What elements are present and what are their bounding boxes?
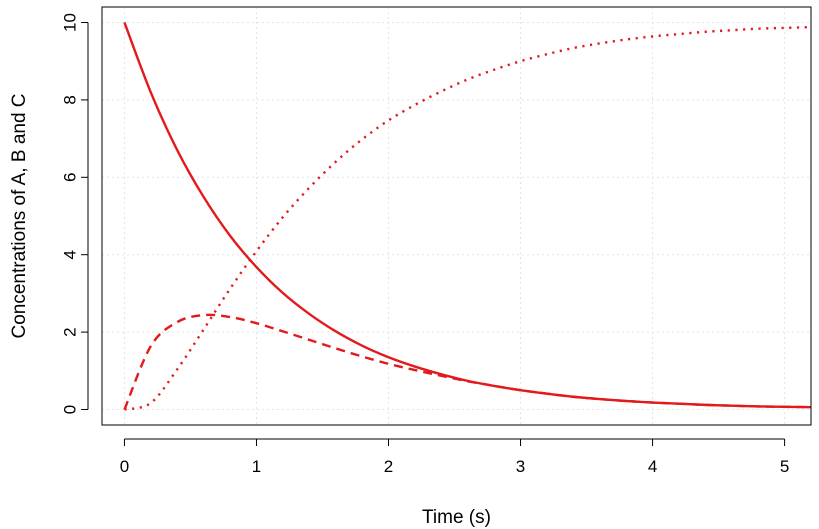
y-tick-label-3: 6	[60, 173, 79, 182]
x-tick-label-4: 4	[648, 457, 657, 476]
plot-area-border	[101, 6, 812, 426]
y-tick-label-1: 2	[60, 327, 79, 336]
x-tick-label-1: 1	[252, 457, 261, 476]
x-tick-label-2: 2	[384, 457, 393, 476]
x-axis: 0 1 2 3 4 5	[120, 438, 789, 476]
series-a-line	[123, 22, 812, 409]
series-b-line	[123, 313, 812, 410]
y-tick-label-4: 8	[60, 95, 79, 104]
y-tick-label-2: 4	[60, 250, 79, 259]
x-tick-label-3: 3	[516, 457, 525, 476]
series-layer	[123, 22, 812, 411]
grid	[102, 7, 811, 425]
x-tick-label-5: 5	[780, 457, 789, 476]
y-tick-label-0: 0	[60, 405, 79, 414]
x-axis-label: Time (s)	[422, 507, 491, 528]
y-axis-label: Concentrations of A, B and C	[9, 93, 30, 338]
y-tick-label-5: 10	[60, 13, 79, 32]
series-c-line	[124, 25, 812, 411]
y-axis: 0 2 4 6 8 10	[60, 13, 89, 414]
x-tick-label-0: 0	[120, 457, 129, 476]
